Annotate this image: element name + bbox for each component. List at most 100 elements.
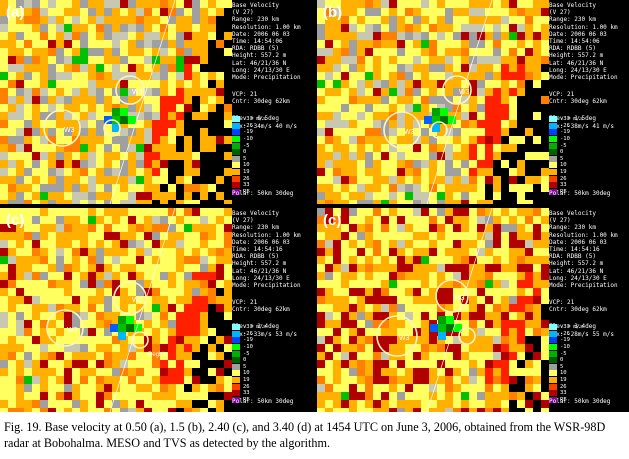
radar-cell xyxy=(120,184,128,192)
radar-cell xyxy=(501,224,509,232)
radar-cell xyxy=(32,96,40,104)
radar-cell xyxy=(501,240,509,248)
radar-cell xyxy=(517,328,525,336)
radar-cell xyxy=(128,8,136,16)
radar-cell xyxy=(56,160,64,168)
legend-swatch xyxy=(549,122,557,129)
radar-cell xyxy=(48,224,56,232)
radar-cell xyxy=(365,168,373,176)
radar-cell xyxy=(365,120,373,128)
radar-cell xyxy=(104,232,112,240)
radar-cell xyxy=(168,400,176,408)
radar-cell xyxy=(208,0,216,8)
radar-cell xyxy=(64,272,72,280)
radar-cell xyxy=(365,400,373,408)
radar-cell xyxy=(397,0,405,8)
radar-cell xyxy=(389,128,397,136)
radar-cell xyxy=(120,208,128,216)
velocity-couplet-cell xyxy=(438,332,446,340)
radar-cell xyxy=(461,160,469,168)
radar-cell xyxy=(485,224,493,232)
radar-cell xyxy=(429,136,437,144)
radar-cell xyxy=(325,16,333,24)
radar-cell xyxy=(104,0,112,8)
radar-cell xyxy=(192,112,200,120)
radar-cell xyxy=(477,376,485,384)
radar-cell xyxy=(333,104,341,112)
radar-cell xyxy=(381,8,389,16)
radar-cell xyxy=(88,0,96,8)
radar-cell xyxy=(8,8,16,16)
radar-cell xyxy=(525,344,533,352)
radar-cell xyxy=(136,120,144,128)
radar-cell xyxy=(477,280,485,288)
radar-cell xyxy=(349,176,357,184)
radar-cell xyxy=(381,96,389,104)
radar-cell xyxy=(397,176,405,184)
radar-cell xyxy=(224,224,232,232)
radar-cell xyxy=(493,96,501,104)
radar-cell xyxy=(397,408,405,412)
radar-cell xyxy=(144,400,152,408)
radar-cell xyxy=(421,304,429,312)
radar-cell xyxy=(357,400,365,408)
radar-cell xyxy=(541,280,549,288)
radar-cell xyxy=(509,72,517,80)
radar-cell xyxy=(72,232,80,240)
radar-cell xyxy=(24,40,32,48)
radar-cell xyxy=(96,320,104,328)
radar-cell xyxy=(96,104,104,112)
radar-cell xyxy=(48,128,56,136)
radar-cell xyxy=(381,320,389,328)
legend-swatch xyxy=(232,129,240,136)
radar-cell xyxy=(96,280,104,288)
radar-cell xyxy=(389,400,397,408)
radar-cell xyxy=(333,152,341,160)
radar-cell xyxy=(184,160,192,168)
radar-cell xyxy=(88,400,96,408)
radar-cell xyxy=(144,200,152,204)
radar-cell xyxy=(493,88,501,96)
radar-cell xyxy=(88,144,96,152)
legend-swatch xyxy=(549,175,557,182)
radar-cell xyxy=(349,144,357,152)
radar-cell xyxy=(112,384,120,392)
radar-cell xyxy=(317,352,325,360)
radar-cell xyxy=(128,176,136,184)
radar-cell xyxy=(341,24,349,32)
radar-cell xyxy=(421,360,429,368)
radar-cell xyxy=(0,360,8,368)
radar-cell xyxy=(152,88,160,96)
radar-cell xyxy=(517,8,525,16)
radar-cell xyxy=(32,8,40,16)
radar-cell xyxy=(56,32,64,40)
radar-cell xyxy=(80,184,88,192)
radar-cell xyxy=(144,240,152,248)
radar-cell xyxy=(485,48,493,56)
radar-cell xyxy=(405,384,413,392)
radar-cell xyxy=(501,112,509,120)
radar-cell xyxy=(152,176,160,184)
radar-cell xyxy=(453,400,461,408)
radar-cell xyxy=(72,288,80,296)
radar-cell xyxy=(80,96,88,104)
radar-cell xyxy=(453,160,461,168)
radar-cell xyxy=(128,160,136,168)
radar-cell xyxy=(509,392,517,400)
radar-cell xyxy=(525,128,533,136)
radar-cell xyxy=(357,96,365,104)
radar-cell xyxy=(88,56,96,64)
radar-cell xyxy=(0,312,8,320)
radar-cell xyxy=(168,40,176,48)
radar-cell xyxy=(120,168,128,176)
radar-cell xyxy=(72,56,80,64)
radar-cell xyxy=(16,32,24,40)
velocity-couplet-cell xyxy=(446,324,454,332)
radar-cell xyxy=(176,8,184,16)
radar-cell xyxy=(152,32,160,40)
radar-cell xyxy=(128,384,136,392)
radar-cell xyxy=(381,384,389,392)
radar-cell xyxy=(493,152,501,160)
radar-cell xyxy=(365,264,373,272)
radar-cell xyxy=(104,320,112,328)
